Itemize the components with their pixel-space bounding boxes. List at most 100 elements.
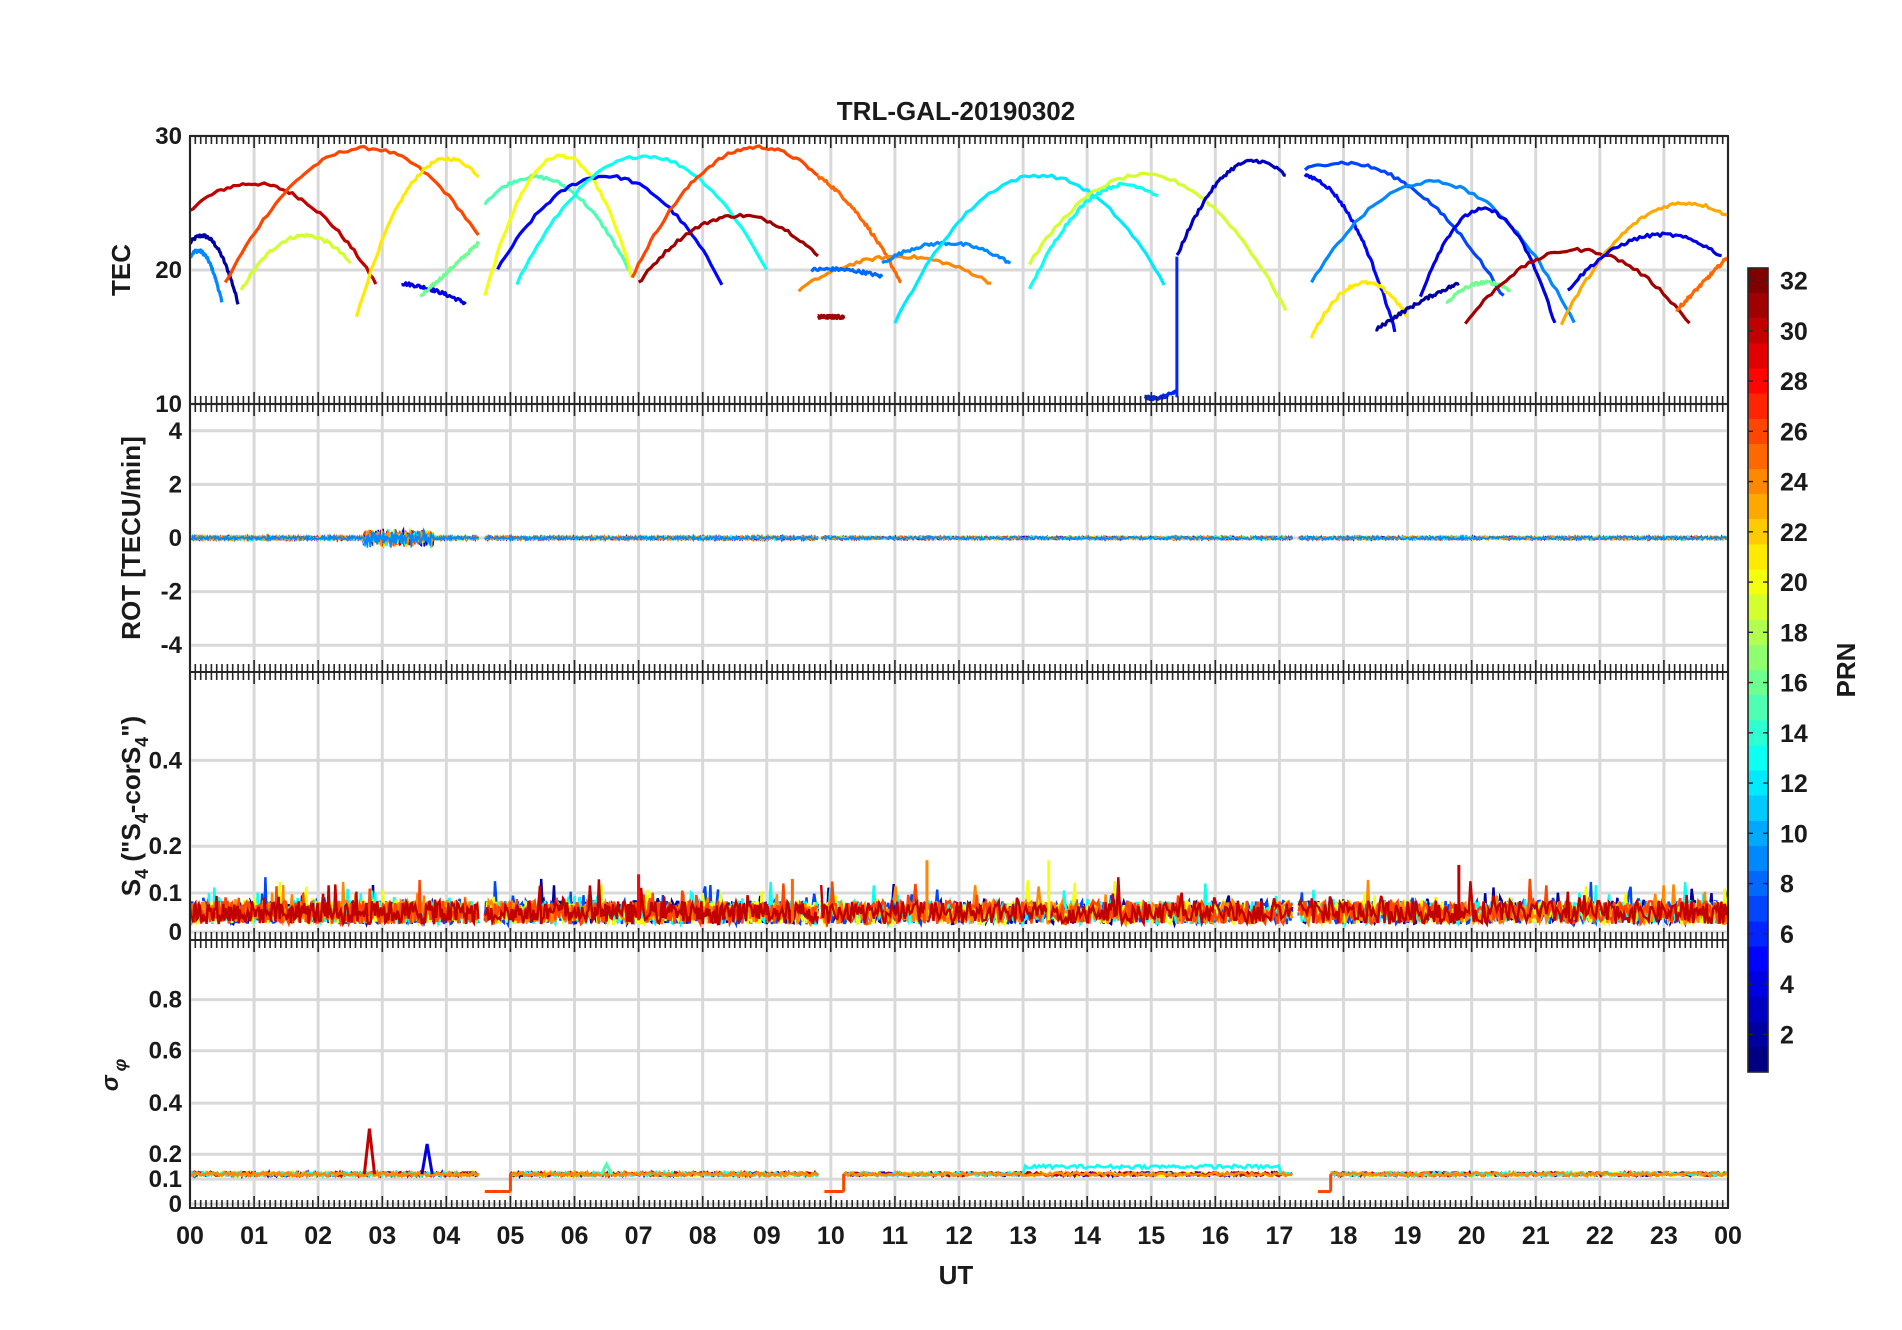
tec-arc-prn-4: [1566, 231, 1722, 292]
x-axis-label: UT: [939, 1260, 974, 1290]
y-axis-label: ROT [TECU/min]: [116, 436, 146, 640]
x-tick-label: 13: [1009, 1222, 1037, 1250]
y-tick-label: -4: [161, 632, 183, 659]
rot-series: [820, 534, 1293, 542]
tec-arc-prn-31: [637, 212, 820, 284]
y-tick-label: 0.6: [149, 1038, 182, 1065]
y-tick-label: 0.2: [149, 1141, 182, 1168]
tec-arc-prn-15: [483, 173, 634, 278]
tec-arc-prn-19: [239, 232, 352, 291]
x-tick-label: 07: [625, 1222, 653, 1250]
tec-arc-prn-31: [1464, 246, 1691, 325]
y-tick-label: 0.1: [149, 1166, 182, 1193]
y-tick-label: -2: [161, 579, 182, 606]
data-lines: [190, 1128, 1728, 1194]
x-ticks: [189, 672, 1729, 940]
y-tick-label: 30: [155, 123, 182, 150]
tec-arc-prn-20: [483, 153, 634, 296]
tec-arc-prn-6: [1143, 388, 1179, 402]
x-tick-label: 14: [1073, 1222, 1101, 1250]
tec-arc-prn-2: [1375, 281, 1460, 332]
s4-series: [190, 884, 480, 928]
x-tick-label: 21: [1522, 1222, 1550, 1250]
y-tick-label: 0.1: [149, 880, 182, 907]
colorbar-label: PRN: [1831, 643, 1861, 698]
x-tick-label: 05: [497, 1222, 525, 1250]
s4-series: [820, 881, 1294, 928]
colorbar-tick-label: 20: [1780, 569, 1808, 597]
x-ticks: [189, 136, 1729, 404]
y-tick-label: 4: [169, 418, 183, 445]
tec-arc-prn-30: [190, 181, 378, 285]
tec-arc-prn-9: [190, 248, 224, 303]
x-tick-label: 01: [240, 1222, 268, 1250]
x-tick-label: 00: [176, 1222, 204, 1250]
y-tick-label: 0.4: [149, 747, 183, 774]
panel-2: -4 -2 0 2 4 ROT [TECU/min]: [116, 403, 1730, 673]
y-tick-label: 0: [169, 919, 182, 946]
colorbar-tick-label: 24: [1780, 469, 1808, 497]
y-axis-label: TEC: [106, 244, 136, 296]
colorbar-tick-label: 18: [1780, 619, 1808, 647]
sigma-spike: [420, 1143, 434, 1175]
y-tick-label: 10: [155, 391, 182, 418]
x-tick-label: 04: [432, 1222, 460, 1250]
sigma-spike: [600, 1160, 614, 1175]
tec-arc-prn-16: [419, 241, 480, 298]
tec-arc-prn-5: [496, 174, 724, 286]
x-tick-label: 16: [1201, 1222, 1229, 1250]
colorbar-tick-label: 2: [1780, 1021, 1794, 1049]
y-tick-label: 20: [155, 257, 182, 284]
y-tick-label: 0: [169, 1191, 182, 1218]
tec-arc-prn-4: [400, 281, 467, 306]
colorbar-tick-label: 8: [1780, 871, 1794, 899]
data-lines: [190, 860, 1728, 929]
colorbar-tick-label: 22: [1780, 519, 1808, 547]
tec-arc-prn-3: [1175, 158, 1286, 256]
panel-4: 00.10.2 0.4 0.6 0.8 σφ: [97, 939, 1730, 1218]
y-tick-label: 2: [169, 471, 182, 498]
colorbar-tick-label: 12: [1780, 770, 1808, 798]
tec-arc-prn-19: [1028, 171, 1288, 311]
sigma-spike: [362, 1128, 377, 1175]
x-tick-label: 19: [1394, 1222, 1422, 1250]
colorbar-scale: [1747, 267, 1769, 1073]
x-tick-label: 20: [1458, 1222, 1486, 1250]
colorbar-tick-label: 26: [1780, 418, 1808, 446]
y-tick-label: 0: [169, 525, 182, 552]
rot-series: [484, 533, 819, 543]
y-tick-label: 0.4: [149, 1090, 183, 1117]
x-tick-label: 00: [1714, 1222, 1742, 1250]
y-tick-label: 0.8: [149, 987, 182, 1014]
tec-arc-prn-12: [893, 173, 1166, 324]
tec-arc-prn-9: [881, 240, 1012, 265]
tec-arc-prn-21: [355, 156, 480, 318]
y-axis-label: σφ: [97, 1058, 130, 1091]
tec-arc-prn-13: [1028, 182, 1159, 290]
tec-arc-prn-21: [1309, 279, 1409, 339]
panel-3: 0 0.1 0.2 0.4S4 ("S4-corS4"): [116, 671, 1730, 946]
data-lines: [190, 526, 1728, 549]
tec-arc-prn-26: [630, 144, 819, 279]
x-tick-label: 23: [1650, 1222, 1678, 1250]
colorbar-tick-label: 28: [1780, 368, 1808, 396]
y-axis-label: S4 ("S4-corS4"): [116, 716, 152, 896]
sigma-series: [190, 1169, 480, 1179]
x-tick-label: 11: [882, 1222, 909, 1250]
tec-arc-prn-31: [816, 313, 846, 321]
x-ticks: [189, 940, 1729, 1208]
tec-arc-prn-25: [1675, 256, 1728, 313]
colorbar-tick-label: 6: [1780, 921, 1794, 949]
s4-series: [484, 879, 820, 926]
y-tick-label: 0.2: [149, 833, 182, 860]
x-tick-label: 06: [561, 1222, 589, 1250]
colorbar-tick-label: 30: [1780, 318, 1808, 346]
tec-arc-prn-5: [1303, 173, 1397, 333]
x-tick-label: 10: [817, 1222, 845, 1250]
data-lines: [190, 144, 1728, 402]
tec-arc-prn-13: [515, 154, 769, 286]
x-tick-label: 09: [753, 1222, 781, 1250]
colorbar-tick-label: 10: [1780, 820, 1808, 848]
tec-arc-prn-7: [1303, 160, 1505, 297]
